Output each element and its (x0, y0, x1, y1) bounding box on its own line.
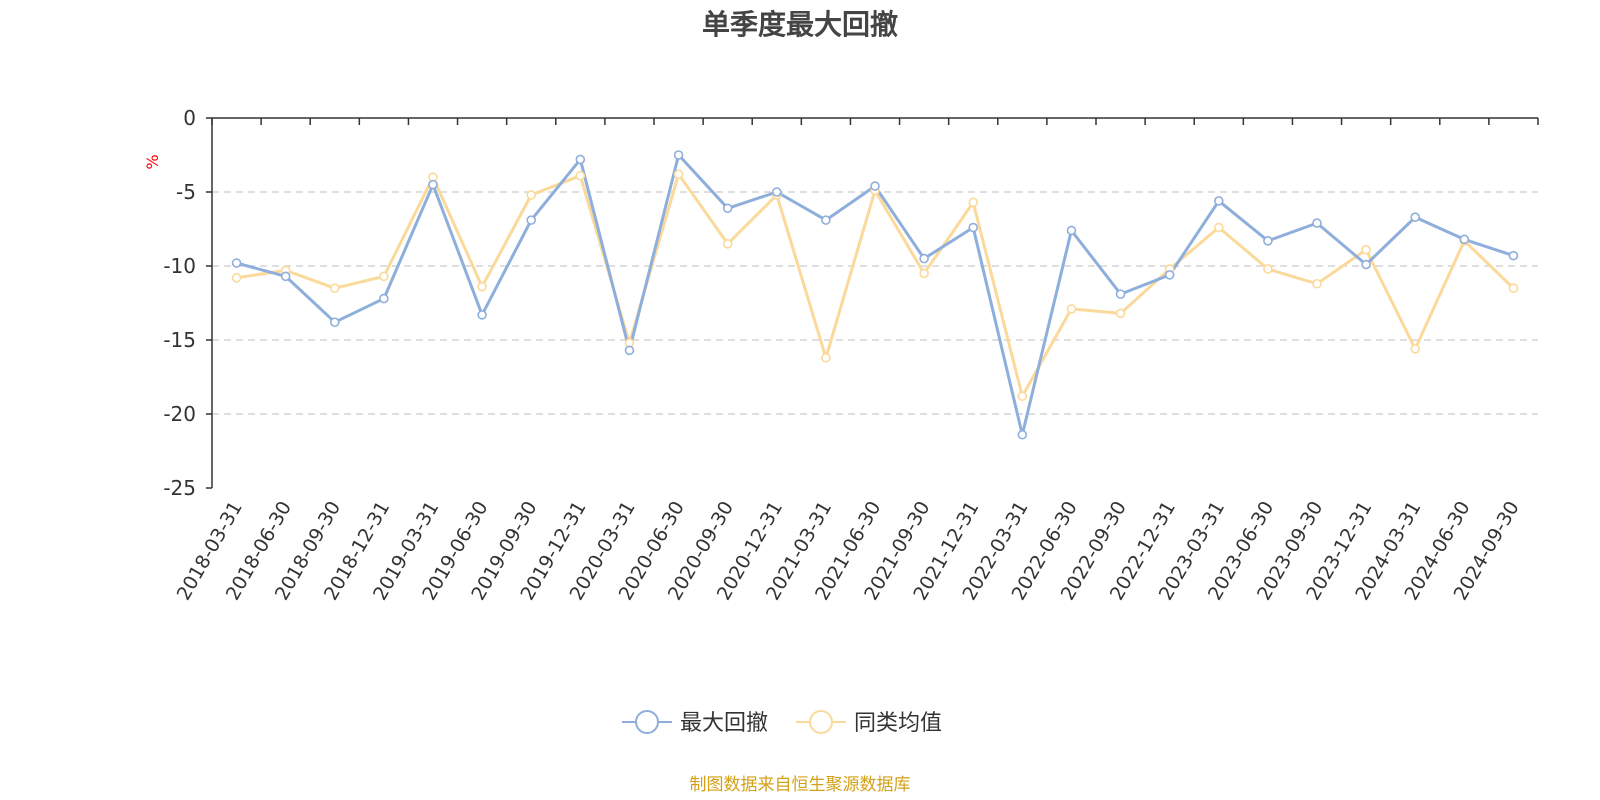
series-0-point (771, 187, 782, 197)
series-1-point (231, 273, 242, 283)
chart-title: 单季度最大回撤 (702, 8, 898, 41)
series-line-0 (236, 153, 1514, 437)
legend[interactable]: 最大回撤 同类均值 (622, 710, 942, 736)
series-0-point (231, 258, 242, 268)
y-tick-label: -25 (163, 476, 196, 500)
series-0-point (1164, 270, 1175, 280)
series-0-point (1263, 236, 1273, 246)
series-1-point (526, 190, 537, 200)
x-axis-ticks: 2018-03-312018-06-302018-09-302018-12-31… (173, 118, 1539, 604)
series-0-point (1410, 212, 1421, 222)
series-0-point (1361, 259, 1371, 270)
series-0-point (1115, 289, 1126, 299)
series-0-point (1017, 429, 1028, 440)
series-1-point (1066, 304, 1077, 314)
series-1-point (1361, 244, 1371, 255)
series-0-point (624, 345, 635, 356)
y-axis-ticks: 0 -5 -10 -15 -20 -25 (163, 106, 212, 500)
series-0-point (1459, 234, 1470, 245)
series-1-point (1410, 344, 1421, 354)
series-0-point (477, 310, 487, 320)
series-0-point (722, 203, 733, 214)
series-0-point (1066, 225, 1077, 236)
series-1-point (919, 268, 929, 279)
data-source-note: 制图数据来自恒生聚源数据库 (690, 775, 911, 795)
series-0-point (428, 179, 438, 190)
series-1-point (1115, 308, 1126, 319)
series-0-point (821, 215, 831, 225)
series-1-point (329, 283, 340, 294)
legend-marker-0 (635, 710, 659, 734)
series-1-point (1508, 283, 1519, 294)
series-0-point (1312, 218, 1322, 228)
y-tick-label: 0 (183, 106, 196, 130)
series-1-point (1312, 278, 1322, 289)
series-0-point (1508, 250, 1519, 261)
series-0-point (968, 222, 979, 233)
series-0-point (673, 150, 684, 160)
y-tick-label: -5 (176, 180, 196, 204)
series-1-point (673, 169, 684, 180)
series-0-point (280, 271, 291, 282)
series-0-point (379, 293, 389, 304)
series-1-point (575, 170, 586, 181)
series-0-point (919, 253, 929, 264)
legend-marker-1 (809, 710, 833, 734)
series-1-point (722, 239, 733, 249)
series-0-point (575, 154, 586, 165)
axes (211, 117, 1538, 488)
series-1-point (1017, 391, 1028, 402)
series-1-point (968, 197, 979, 208)
y-tick-label: -15 (163, 328, 196, 352)
series-1-point (379, 271, 389, 282)
series-1-point (477, 281, 487, 292)
series-group (231, 150, 1519, 440)
y-axis-label: % (143, 154, 162, 169)
y-tick-label: -10 (163, 254, 196, 278)
series-0-point (870, 181, 880, 191)
y-tick-label: -20 (163, 402, 196, 426)
series-1-point (1263, 264, 1273, 274)
series-line-1 (236, 172, 1515, 398)
series-1-point (1213, 222, 1224, 233)
series-0-point (526, 215, 537, 225)
legend-label-0: 最大回撤 (680, 711, 768, 736)
series-0-point (1213, 196, 1224, 206)
series-1-point (821, 352, 831, 363)
legend-label-1: 同类均值 (854, 711, 942, 736)
grid-lines (212, 191, 1538, 415)
series-0-point (329, 317, 340, 328)
